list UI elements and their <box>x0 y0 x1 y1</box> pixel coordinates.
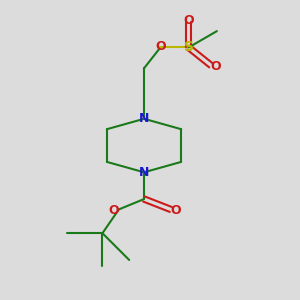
Text: O: O <box>171 203 182 217</box>
Text: O: O <box>183 14 194 27</box>
Text: S: S <box>184 40 194 55</box>
Text: O: O <box>210 60 221 73</box>
Text: O: O <box>155 40 166 53</box>
Text: N: N <box>139 112 149 125</box>
Text: O: O <box>108 203 119 217</box>
Text: N: N <box>139 166 149 179</box>
